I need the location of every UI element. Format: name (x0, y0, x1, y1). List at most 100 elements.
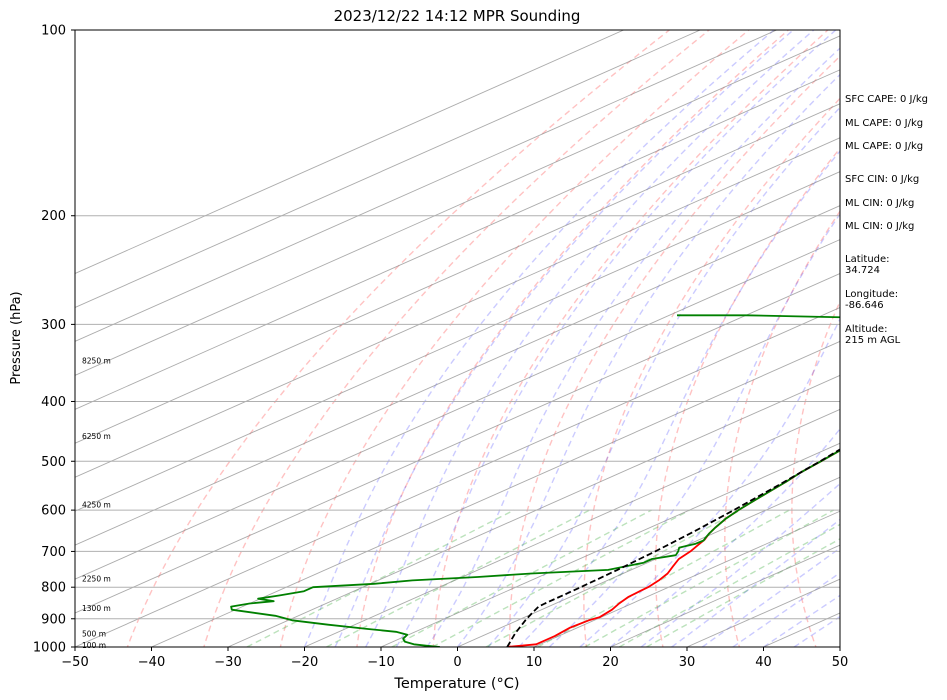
info-line: Latitude: (845, 254, 890, 265)
moist-adiabat (579, 317, 840, 647)
moist-adiabat (671, 518, 840, 647)
background-lines (75, 30, 840, 647)
isotherm (380, 442, 840, 647)
moist-adiabat (640, 482, 840, 647)
dry-adiabat (583, 97, 840, 647)
isotherm (75, 171, 840, 512)
x-tick-label: 10 (526, 655, 543, 670)
y-tick-label: 200 (41, 209, 66, 224)
info-line: -86.646 (845, 300, 884, 311)
y-tick-label: 800 (41, 581, 66, 596)
height-label: 500 m (82, 629, 106, 638)
x-axis-label: Temperature (°C) (393, 676, 519, 692)
dry-adiabat (432, 30, 829, 647)
moist-adiabat (518, 149, 840, 647)
y-tick-label: 1000 (33, 641, 66, 656)
info-annotation: ML CAPE: 0 J/kg (845, 118, 923, 129)
isotherm (151, 340, 840, 647)
height-label: 4250 m (82, 501, 111, 510)
isotherm (304, 408, 840, 647)
isotherm (75, 306, 840, 647)
sounding-traces (230, 314, 840, 647)
isotherm (75, 137, 840, 478)
isotherm (533, 510, 840, 647)
moist-adiabat (487, 106, 840, 647)
isotherm (75, 30, 777, 342)
isotherm (75, 35, 840, 376)
moist-adiabat (456, 73, 840, 647)
moist-adiabat (426, 47, 840, 647)
isotherm (75, 69, 840, 410)
dewpoint-trace (230, 314, 840, 647)
info-line: SFC CAPE: 0 J/kg (845, 94, 928, 105)
height-label: 8250 m (82, 356, 111, 365)
y-tick-label: 900 (41, 612, 66, 627)
x-tick-label: 0 (453, 655, 461, 670)
info-line: Altitude: (845, 324, 887, 335)
info-annotation: Altitude: 215 m AGL (845, 324, 901, 346)
sounding-info: SFC CAPE: 0 J/kg ML CAPE: 0 J/kg ML CAPE: … (845, 94, 928, 346)
x-tick-label: 30 (679, 655, 696, 670)
info-annotation: Latitude: 34.724 (845, 254, 890, 276)
dry-adiabat (654, 147, 840, 647)
isotherm (457, 476, 840, 647)
x-axis-ticks: −50 −40 −30 −20 −10 0 10 20 30 40 50 (61, 647, 848, 670)
info-line: 215 m AGL (845, 335, 901, 346)
height-label: 1300 m (82, 604, 111, 613)
mixing-ratio-line (326, 509, 590, 647)
x-tick-label: −50 (61, 655, 88, 670)
moist-adiabat (701, 547, 840, 647)
moist-adiabat (334, 30, 794, 647)
x-tick-label: 50 (832, 655, 849, 670)
x-tick-label: −10 (367, 655, 394, 670)
y-tick-label: 300 (41, 318, 66, 333)
dry-adiabat (509, 55, 840, 647)
info-annotation: Longitude: -86.646 (845, 289, 898, 311)
dry-adiabat (126, 30, 670, 647)
mixing-ratio-line (432, 509, 691, 647)
isotherm (75, 103, 840, 444)
dry-adiabat (279, 30, 750, 647)
chart-title: 2023/12/22 14:12 MPR Sounding (334, 7, 581, 25)
info-line: ML CIN: 0 J/kg (845, 198, 914, 209)
x-tick-label: 20 (602, 655, 619, 670)
isotherm (75, 205, 840, 546)
info-annotation: SFC CIN: 0 J/kg (845, 174, 919, 185)
height-label: 2250 m (82, 575, 111, 584)
moist-adiabat (365, 30, 815, 647)
parcel-path (506, 448, 840, 647)
y-tick-label: 100 (41, 24, 66, 39)
info-line: 34.724 (845, 265, 880, 276)
mixing-ratio-line (391, 509, 652, 647)
isotherm (75, 30, 624, 275)
info-annotation: ML CAPE: 0 J/kg (845, 141, 923, 152)
moist-adiabat (395, 30, 837, 647)
moist-adiabat (548, 212, 840, 647)
y-tick-label: 700 (41, 545, 66, 560)
x-tick-label: −30 (214, 655, 241, 670)
y-axis-label: Pressure (hPa) (9, 291, 24, 384)
isotherm (227, 374, 840, 647)
moist-adiabat (303, 30, 775, 647)
info-line: ML CAPE: 0 J/kg (845, 118, 923, 129)
dry-adiabat (356, 30, 789, 647)
info-line: ML CAPE: 0 J/kg (845, 141, 923, 152)
isotherm (75, 273, 840, 614)
y-tick-label: 500 (41, 455, 66, 470)
info-line: ML CIN: 0 J/kg (845, 221, 914, 232)
info-line: SFC CIN: 0 J/kg (845, 174, 919, 185)
info-annotation: ML CIN: 0 J/kg (845, 221, 914, 232)
info-annotation: SFC CAPE: 0 J/kg (845, 94, 928, 105)
x-tick-label: 40 (755, 655, 772, 670)
y-tick-label: 400 (41, 395, 66, 410)
info-annotation: ML CIN: 0 J/kg (845, 198, 914, 209)
y-axis-ticks: 100 200 300 400 500 600 700 800 900 1000 (33, 24, 75, 656)
height-label: 100 m (82, 641, 106, 650)
dry-adiabat (724, 209, 840, 647)
info-line: Longitude: (845, 289, 898, 300)
x-tick-label: −20 (291, 655, 318, 670)
height-labels: 100 m 500 m 1300 m 2250 m 4250 m 6250 m 8250 m (82, 356, 111, 650)
y-tick-label: 600 (41, 504, 66, 519)
x-tick-label: −40 (138, 655, 165, 670)
